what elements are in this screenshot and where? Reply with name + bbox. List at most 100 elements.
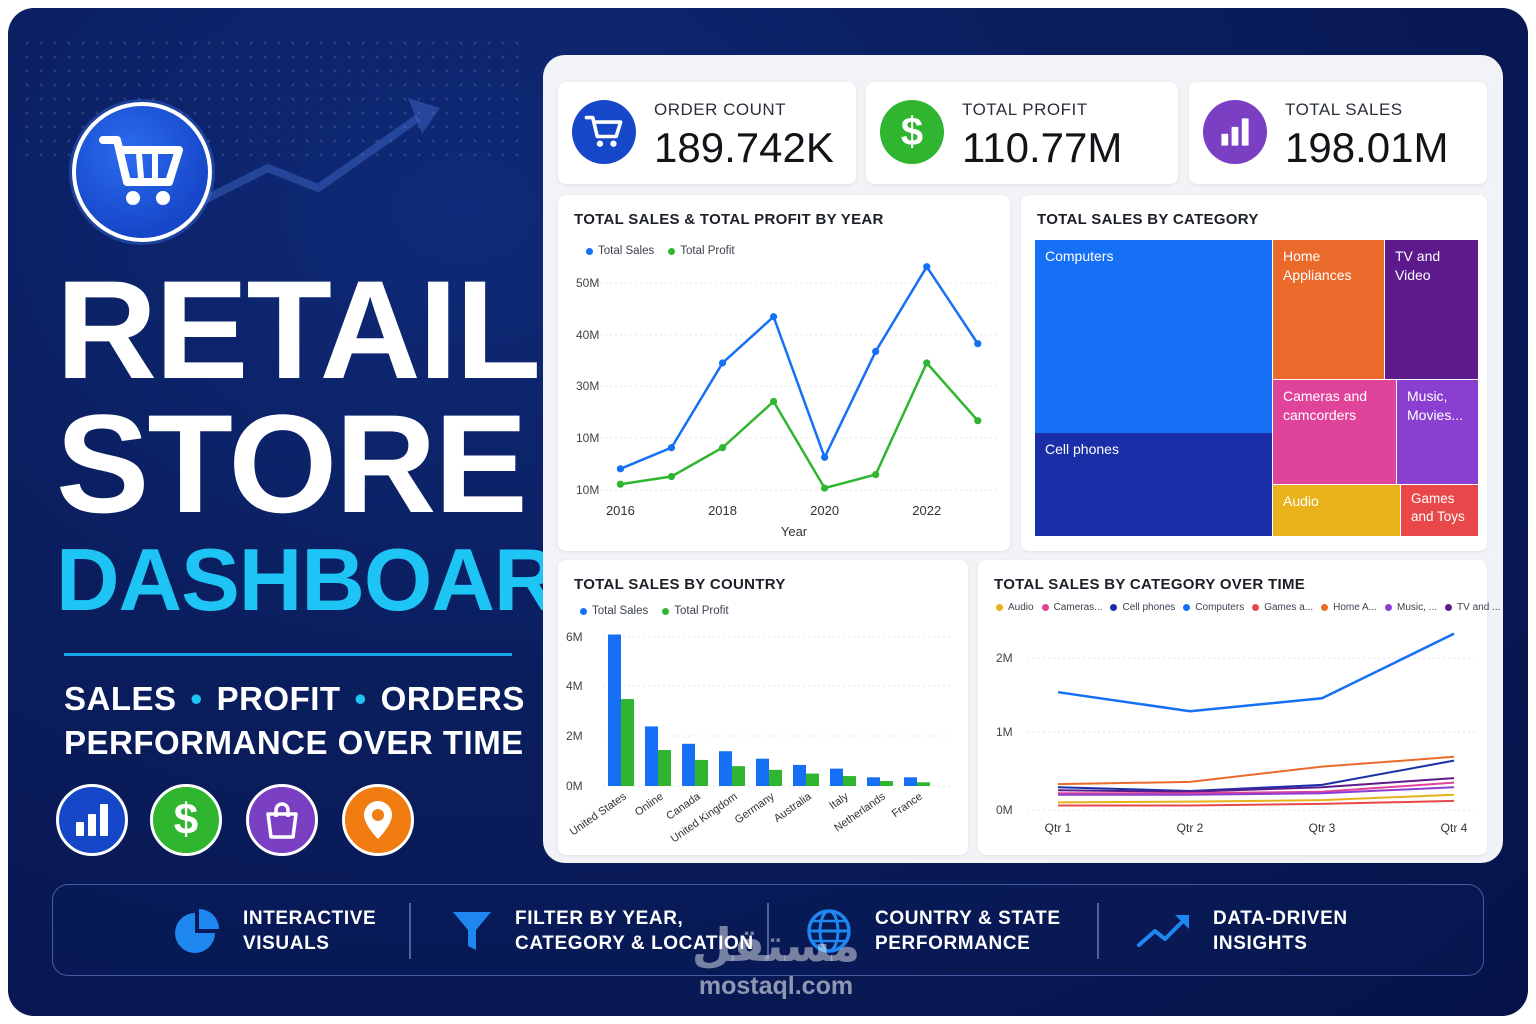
- x-tick-label: France: [890, 791, 925, 820]
- bar-total-profit: [658, 749, 671, 786]
- kpi-label: TOTAL PROFIT: [962, 100, 1088, 119]
- decorative-trend-arrow-icon: [186, 98, 440, 212]
- data-point: [872, 471, 880, 479]
- data-point: [974, 417, 982, 425]
- kpi-value: 198.01M: [1285, 124, 1449, 171]
- feature-divider: [409, 903, 411, 959]
- feature-divider: [767, 903, 769, 959]
- chart-title: TOTAL SALES BY COUNTRY: [574, 576, 786, 593]
- category-over-time-card[interactable]: TOTAL SALES BY CATEGORY OVER TIME Audio C…: [978, 560, 1500, 855]
- x-tick-label: United Kingdom: [669, 791, 740, 846]
- data-point: [616, 465, 625, 473]
- series-line: [1058, 786, 1455, 796]
- hero-subtitle-2: PERFORMANCE OVER TIME: [64, 724, 524, 761]
- bar-total-sales: [645, 726, 658, 786]
- kpi-order-count[interactable]: ORDER COUNT 189.742K: [558, 82, 856, 184]
- hero-subtitle-1: SALES • PROFIT • ORDERS: [64, 680, 525, 718]
- bar-total-sales: [608, 634, 621, 786]
- x-tick-label: Qtr 4: [1441, 821, 1468, 835]
- series-line: [1057, 777, 1455, 793]
- feature-country-state: COUNTRY & STATE PERFORMANCE: [805, 885, 1061, 977]
- legend-item: Cameras...: [1041, 602, 1102, 613]
- x-tick-label: Italy: [827, 790, 851, 812]
- data-point: [974, 340, 982, 348]
- y-tick-label: 50M: [576, 276, 599, 290]
- x-tick-label: Germany: [733, 790, 777, 826]
- treemap-tile-cell-phones[interactable]: Cell phones: [1035, 433, 1272, 536]
- data-point: [667, 472, 676, 481]
- bar-total-profit: [621, 699, 634, 786]
- bar-chart-icon: [1203, 100, 1267, 164]
- data-point: [769, 313, 778, 321]
- x-tick-label: Qtr 2: [1177, 821, 1204, 835]
- dashboard-panel: ORDER COUNT 189.742K $ TOTAL PROFIT 110.…: [543, 55, 1503, 863]
- bar-total-sales: [830, 768, 843, 786]
- feature-divider: [1097, 903, 1099, 959]
- sales-profit-by-year-card[interactable]: TOTAL SALES & TOTAL PROFIT BY YEAR Total…: [558, 195, 1010, 551]
- x-tick-label: Online: [633, 791, 666, 819]
- series-line: [1058, 781, 1455, 795]
- chart-title: TOTAL SALES & TOTAL PROFIT BY YEAR: [574, 211, 884, 228]
- dashboard-promo-frame: RETAIL STORE DASHBOARD SALES • PROFIT • ORDE…: [8, 8, 1528, 1016]
- legend-item: Home A...: [1321, 602, 1377, 613]
- kpi-value: 110.77M: [962, 124, 1123, 171]
- legend-item: TV and ...: [1445, 602, 1500, 613]
- sales-by-country-card[interactable]: TOTAL SALES BY COUNTRY Total Sales Total…: [558, 560, 968, 855]
- treemap-tile-computers[interactable]: Computers: [1035, 240, 1272, 433]
- legend-item: Total Sales: [592, 605, 649, 617]
- cart-icon: [572, 100, 636, 164]
- feature-line: DATA-DRIVEN: [1213, 908, 1348, 929]
- bar-total-profit: [917, 782, 930, 786]
- x-tick-label: 2016: [606, 503, 635, 518]
- kpi-value: 189.742K: [654, 124, 834, 171]
- legend-item: Total Sales: [598, 245, 655, 257]
- y-tick-label: 10M: [576, 431, 599, 445]
- data-point: [821, 484, 829, 492]
- sales-by-category-card[interactable]: TOTAL SALES BY CATEGORY Computers Cell p…: [1021, 195, 1487, 551]
- data-point: [821, 453, 829, 461]
- y-tick-label: 10M: [576, 483, 599, 497]
- filter-icon: [453, 912, 491, 950]
- treemap-tile-tv-video[interactable]: TV and Video: [1385, 240, 1478, 379]
- x-tick-label: Qtr 3: [1309, 821, 1336, 835]
- globe-icon: [807, 909, 851, 953]
- treemap-tile-home-appliances[interactable]: Home Appliances: [1273, 240, 1384, 379]
- x-axis-label: Year: [781, 524, 808, 539]
- location-pin-icon: [342, 784, 414, 856]
- feature-line: FILTER BY YEAR,: [515, 908, 684, 929]
- year-line-chart: 50M 40M 30M 10M 10M 2016 2018 2020 2022 Year: [576, 263, 998, 539]
- series-line: [1057, 793, 1455, 804]
- feature-filter: FILTER BY YEAR, CATEGORY & LOCATION: [451, 885, 754, 977]
- kpi-total-sales[interactable]: TOTAL SALES 198.01M: [1189, 82, 1487, 184]
- treemap-tile-cameras[interactable]: Cameras and camcorders: [1273, 380, 1396, 484]
- bar-total-profit: [843, 776, 856, 786]
- data-point: [872, 347, 880, 355]
- hero-sub-separator: •: [190, 680, 203, 717]
- data-point: [616, 480, 625, 488]
- y-tick-label: 0M: [566, 779, 583, 793]
- kpi-total-profit[interactable]: $ TOTAL PROFIT 110.77M: [866, 82, 1178, 184]
- features-strip: INTERACTIVE VISUALS FILTER BY YEAR, CATEGO…: [52, 884, 1484, 976]
- x-tick-label: 2020: [810, 503, 839, 518]
- legend-item: Music, ...: [1385, 602, 1437, 613]
- hero-title-line-1: RETAIL: [56, 251, 541, 408]
- data-point: [923, 263, 931, 271]
- feature-line: INTERACTIVE: [243, 908, 377, 929]
- treemap-tile-audio[interactable]: Audio: [1273, 485, 1400, 536]
- kpi-label: TOTAL SALES: [1285, 100, 1403, 119]
- pie-chart-icon: [175, 909, 219, 953]
- feature-interactive-visuals: INTERACTIVE VISUALS: [173, 885, 376, 977]
- x-tick-label: 2018: [708, 503, 737, 518]
- hero-divider: [64, 653, 512, 656]
- data-point: [718, 359, 727, 367]
- hero-sub-profit: PROFIT: [216, 680, 341, 717]
- treemap-tile-games-toys[interactable]: Games and Toys: [1401, 485, 1478, 536]
- chart-title: TOTAL SALES BY CATEGORY OVER TIME: [994, 576, 1306, 593]
- treemap-tile-music-movies[interactable]: Music, Movies...: [1397, 380, 1478, 484]
- x-tick-label: Qtr 1: [1045, 821, 1072, 835]
- bar-total-profit: [732, 766, 745, 786]
- series-line: [619, 264, 979, 470]
- bar-total-sales: [867, 777, 880, 786]
- series-line: [1057, 755, 1455, 786]
